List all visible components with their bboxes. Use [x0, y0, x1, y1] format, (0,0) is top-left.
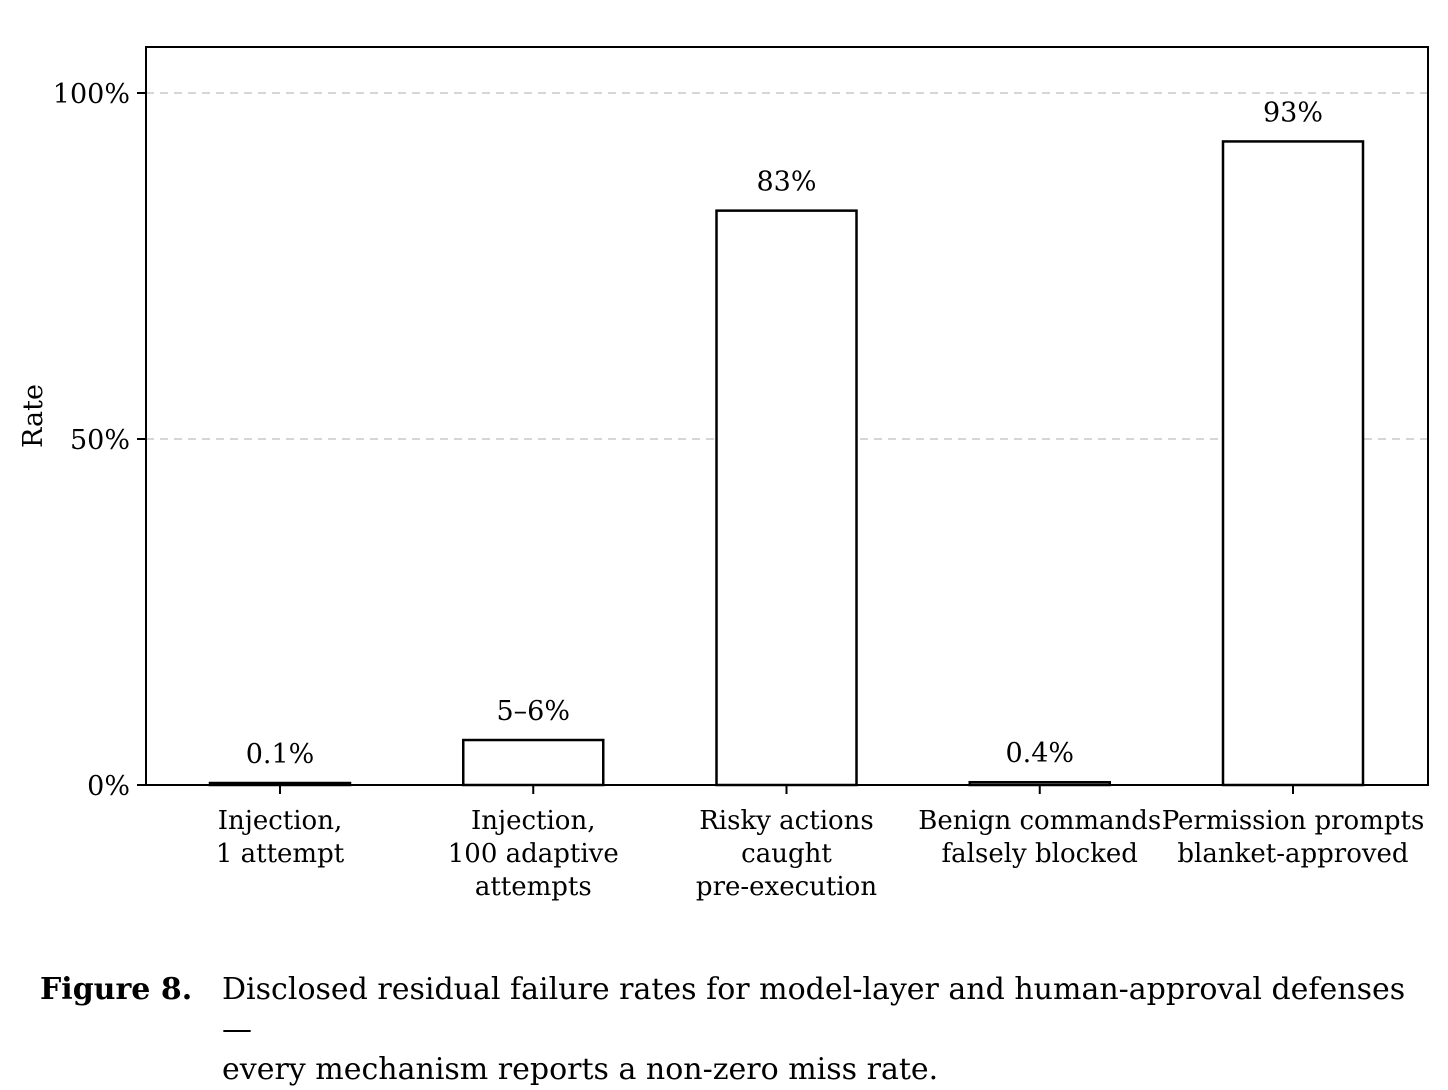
x-tick-label: Benign commands falsely blocked	[918, 806, 1161, 869]
data-label: 0.1%	[246, 739, 315, 770]
x-tick-label-line: pre-execution	[696, 872, 877, 902]
x-tick-label: Injection, 100 adaptive attempts	[448, 806, 619, 902]
x-tick-label-line: Injection,	[471, 806, 595, 836]
data-label: 83%	[756, 167, 816, 198]
caption-line: Disclosed residual failure rates for mod…	[222, 972, 1406, 1047]
y-axis-label: Rate	[18, 384, 49, 448]
y-tick-label: 0%	[87, 771, 130, 802]
data-labels: 0.1% 5–6% 83% 0.4% 93%	[246, 97, 1323, 770]
x-tick-label-line: Benign commands	[918, 806, 1161, 836]
x-tick-label-line: blanket-approved	[1177, 839, 1408, 869]
x-tick-label-line: 1 attempt	[216, 839, 345, 869]
x-tick-label-line: 100 adaptive	[448, 839, 619, 869]
x-tick-label: Injection, 1 attempt	[216, 806, 345, 869]
caption-line: every mechanism reports a non-zero miss …	[222, 1052, 939, 1087]
figure-caption-text: Disclosed residual failure rates for mod…	[222, 970, 1420, 1090]
data-label: 93%	[1263, 97, 1323, 128]
data-label: 0.4%	[1005, 738, 1074, 769]
y-tick-label: 50%	[70, 425, 130, 456]
bar	[462, 738, 605, 787]
x-tick-label: Risky actions caught pre-execution	[696, 806, 877, 902]
bar	[1221, 140, 1365, 787]
bars	[208, 140, 1365, 787]
figure-caption: Figure 8. Disclosed residual failure rat…	[40, 970, 1420, 1090]
y-tick-label: 100%	[53, 79, 130, 110]
x-tick-label-line: Risky actions	[699, 806, 874, 836]
bar	[715, 209, 858, 787]
data-label: 5–6%	[496, 696, 570, 727]
x-tick-label-line: Injection,	[218, 806, 342, 836]
x-tick-label: Permission prompts blanket-approved	[1162, 806, 1425, 869]
x-tick-label-line: falsely blocked	[942, 839, 1138, 869]
x-tick-label-line: attempts	[475, 872, 592, 902]
gridlines	[146, 92, 1428, 440]
y-axis-ticks: 0% 50% 100%	[53, 79, 146, 802]
figure-label: Figure 8.	[40, 972, 193, 1007]
x-tick-label-line: Permission prompts	[1162, 806, 1425, 836]
x-tick-label-line: caught	[741, 839, 832, 869]
